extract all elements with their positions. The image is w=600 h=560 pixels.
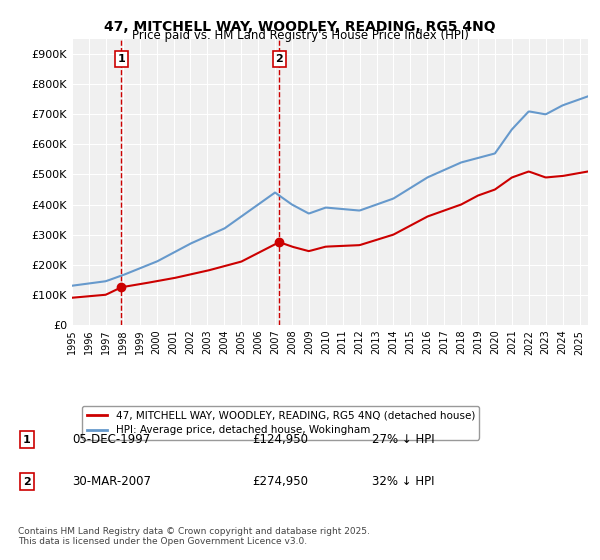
Text: 1: 1 xyxy=(118,54,125,64)
Text: 05-DEC-1997: 05-DEC-1997 xyxy=(72,433,150,446)
Text: Contains HM Land Registry data © Crown copyright and database right 2025.
This d: Contains HM Land Registry data © Crown c… xyxy=(18,526,370,546)
Text: 32% ↓ HPI: 32% ↓ HPI xyxy=(372,475,434,488)
Text: 2: 2 xyxy=(23,477,31,487)
Text: 1: 1 xyxy=(23,435,31,445)
Text: 27% ↓ HPI: 27% ↓ HPI xyxy=(372,433,434,446)
Legend: 47, MITCHELL WAY, WOODLEY, READING, RG5 4NQ (detached house), HPI: Average price: 47, MITCHELL WAY, WOODLEY, READING, RG5 … xyxy=(82,406,479,440)
Text: 47, MITCHELL WAY, WOODLEY, READING, RG5 4NQ: 47, MITCHELL WAY, WOODLEY, READING, RG5 … xyxy=(104,20,496,34)
Text: £274,950: £274,950 xyxy=(252,475,308,488)
Text: Price paid vs. HM Land Registry's House Price Index (HPI): Price paid vs. HM Land Registry's House … xyxy=(131,29,469,42)
Text: 2: 2 xyxy=(275,54,283,64)
Text: £124,950: £124,950 xyxy=(252,433,308,446)
Text: 30-MAR-2007: 30-MAR-2007 xyxy=(72,475,151,488)
